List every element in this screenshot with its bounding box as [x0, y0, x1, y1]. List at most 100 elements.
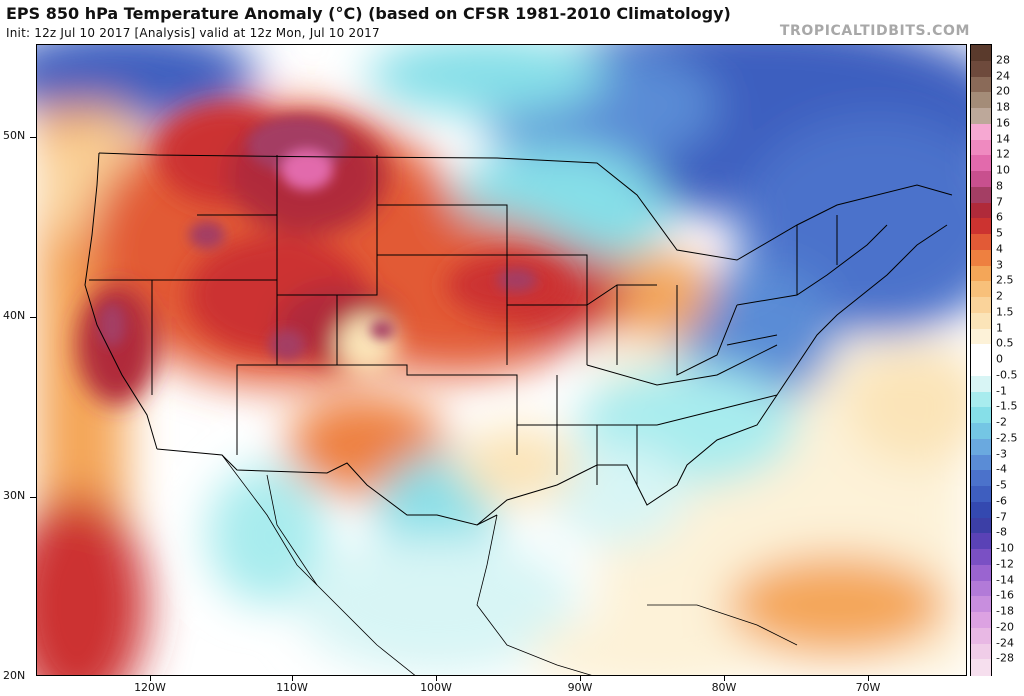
- colorbar-tick-label: 2.5: [996, 273, 1014, 287]
- colorbar-segment: [971, 407, 991, 424]
- colorbar-segment: [971, 360, 991, 377]
- colorbar-tick-label: -18: [996, 604, 1014, 618]
- colorbar-segment: [971, 501, 991, 518]
- colorbar-segment: [971, 249, 991, 266]
- colorbar-tick-label: 20: [996, 84, 1010, 98]
- colorbar-tick-label: -5: [996, 478, 1007, 492]
- lon-tick-110w: [292, 676, 293, 681]
- colorbar-tick-label: -14: [996, 573, 1014, 586]
- colorbar-tick-label: 28: [996, 53, 1010, 67]
- colorbar-tick-label: -0.5: [996, 368, 1018, 382]
- lat-tick-50n: [30, 137, 36, 138]
- colorbar-segment: [971, 375, 991, 392]
- lon-tick-80w: [724, 676, 725, 681]
- map-title: EPS 850 hPa Temperature Anomaly (°C) (ba…: [6, 4, 731, 23]
- colorbar-tick-label: -2.5: [996, 431, 1018, 445]
- lon-label-110w: 110W: [276, 681, 308, 694]
- anomaly-field-peak: [98, 117, 537, 361]
- colorbar-tick-label: 7: [996, 195, 1003, 208]
- colorbar-segment: [971, 265, 991, 282]
- colorbar-tick-label: -4: [996, 462, 1007, 476]
- lon-label-70w: 70W: [855, 681, 881, 694]
- colorbar-segment: [971, 218, 991, 235]
- colorbar-segment: [971, 564, 991, 581]
- map-subtitle: Init: 12z Jul 10 2017 [Analysis] valid a…: [6, 26, 380, 40]
- colorbar-segment: [971, 155, 991, 172]
- colorbar-segment: [971, 517, 991, 534]
- colorbar-tick-label: -7: [996, 510, 1007, 523]
- colorbar-segment: [971, 391, 991, 408]
- colorbar-tick-label: -10: [996, 541, 1014, 555]
- colorbar-tick-label: -12: [996, 557, 1014, 571]
- lat-tick-30n: [30, 497, 36, 498]
- colorbar-tick-label: 1.5: [996, 305, 1014, 319]
- colorbar-segment: [971, 596, 991, 613]
- lon-label-90w: 90W: [567, 681, 593, 694]
- lat-label-30n: 30N: [3, 489, 26, 502]
- colorbar-segment: [971, 139, 991, 156]
- colorbar-tick-label: -8: [996, 525, 1007, 539]
- anomaly-map: [36, 44, 967, 676]
- colorbar-segment: [971, 549, 991, 566]
- colorbar-tick-label: -28: [996, 651, 1014, 665]
- colorbar-segment: [971, 281, 991, 298]
- mexico-outline: [221, 454, 798, 675]
- map-canvas: [37, 45, 966, 675]
- lat-tick-40n: [30, 317, 36, 318]
- lon-label-100w: 100W: [420, 681, 452, 694]
- colorbar-segment: [971, 580, 991, 597]
- colorbar-segment: [971, 486, 991, 503]
- colorbar-segment: [971, 92, 991, 109]
- colorbar-segment: [971, 123, 991, 140]
- colorbar-tick-label: 2: [996, 289, 1003, 303]
- colorbar-tick-label: -2: [996, 415, 1007, 429]
- colorbar-segment: [971, 202, 991, 219]
- colorbar-segment: [971, 423, 991, 440]
- lon-tick-90w: [580, 676, 581, 681]
- lat-label-20n: 20N: [3, 669, 26, 682]
- colorbar-tick-label: 1: [996, 321, 1003, 334]
- colorbar-tick-label: -24: [996, 636, 1014, 649]
- lon-label-80w: 80W: [711, 681, 737, 694]
- political-borders: [84, 152, 953, 526]
- colorbar-segment: [971, 297, 991, 314]
- us-mexico-border: [156, 448, 498, 526]
- colorbar-segment: [971, 612, 991, 629]
- colorbar-segment: [971, 171, 991, 188]
- colorbar-segment: [971, 45, 991, 61]
- colorbar-tick-label: 6: [996, 210, 1003, 224]
- colorbar-segment: [971, 234, 991, 251]
- colorbar-tick-label: 10: [996, 163, 1010, 177]
- colorbar-segment: [971, 627, 991, 644]
- colorbar-tick-label: 14: [996, 132, 1010, 145]
- brand-watermark: TROPICALTIDBITS.COM: [779, 23, 970, 39]
- colorbar-tick-label: 3: [996, 258, 1003, 271]
- colorbar-tick-label: 0: [996, 352, 1003, 366]
- anomaly-field: [37, 45, 966, 675]
- colorbar-tick-label: 8: [996, 179, 1003, 193]
- colorbar-tick-label: 16: [996, 116, 1010, 130]
- colorbar-tick-label: -6: [996, 494, 1007, 508]
- colorbar-tick-label: 12: [996, 147, 1010, 161]
- colorbar-segment: [971, 108, 991, 125]
- lat-label-40n: 40N: [3, 309, 26, 322]
- colorbar-tick-label: -16: [996, 588, 1014, 602]
- colorbar-segment: [971, 533, 991, 550]
- colorbar-segment: [971, 328, 991, 345]
- colorbar-tick-label: -1.5: [996, 399, 1018, 413]
- colorbar-segment: [971, 643, 991, 660]
- lon-label-120w: 120W: [134, 681, 166, 694]
- colorbar-tick-label: 5: [996, 226, 1003, 240]
- colorbar-segment: [971, 186, 991, 203]
- gulf-coast: [476, 224, 948, 526]
- lat-label-50n: 50N: [3, 129, 26, 142]
- colorbar-segment: [971, 312, 991, 329]
- colorbar-segment: [971, 438, 991, 455]
- lon-tick-70w: [868, 676, 869, 681]
- colorbar-segment: [971, 344, 991, 361]
- lon-tick-100w: [436, 676, 437, 681]
- us-canada-border: [98, 152, 953, 261]
- colorbar-segment: [971, 60, 991, 77]
- colorbar-tick-label: 18: [996, 100, 1010, 114]
- colorbar-tick-label: 24: [996, 69, 1010, 82]
